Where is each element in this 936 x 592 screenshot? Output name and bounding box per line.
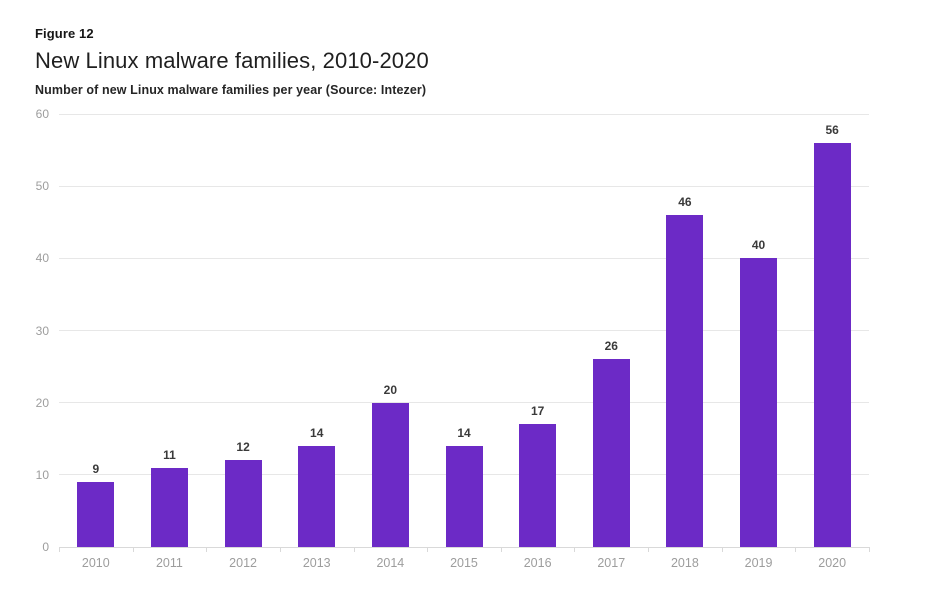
bar-2020 bbox=[813, 142, 851, 547]
y-tick-label-50: 50 bbox=[35, 179, 49, 194]
bar-value-label-2015: 14 bbox=[457, 425, 471, 440]
bar-2015 bbox=[445, 445, 483, 547]
bar-value-label-2020: 56 bbox=[825, 122, 839, 137]
bar-value-label-2018: 46 bbox=[678, 195, 692, 210]
x-tick-label-2015: 2015 bbox=[450, 556, 478, 570]
gridline-0 bbox=[59, 546, 869, 548]
y-tick-label-40: 40 bbox=[35, 251, 49, 266]
y-tick-label-10: 10 bbox=[35, 467, 49, 482]
x-tick-label-2013: 2013 bbox=[302, 556, 331, 570]
bar-2016 bbox=[519, 424, 557, 547]
bar-2010 bbox=[77, 482, 115, 547]
x-axis-tick bbox=[206, 547, 208, 552]
bar-2018 bbox=[666, 215, 704, 547]
x-axis-tick bbox=[500, 547, 502, 552]
x-tick-label-2018: 2018 bbox=[670, 556, 699, 570]
y-tick-label-20: 20 bbox=[35, 395, 49, 410]
x-axis-tick bbox=[59, 547, 60, 552]
bar-2013 bbox=[298, 445, 336, 547]
x-axis-tick bbox=[279, 547, 281, 552]
y-tick-label-30: 30 bbox=[35, 323, 49, 338]
x-tick-label-2014: 2014 bbox=[376, 556, 405, 570]
x-tick-label-2010: 2010 bbox=[81, 556, 110, 570]
x-tick-label-2019: 2019 bbox=[744, 556, 773, 570]
x-axis-tick bbox=[721, 547, 723, 552]
x-axis-tick bbox=[869, 547, 870, 552]
bar-value-label-2012: 12 bbox=[236, 440, 250, 455]
x-tick-label-2012: 2012 bbox=[229, 556, 257, 570]
bar-value-label-2016: 17 bbox=[530, 404, 545, 419]
x-axis-tick bbox=[648, 547, 650, 552]
x-tick-label-2020: 2020 bbox=[818, 556, 847, 570]
figure-label: Figure 12 bbox=[35, 26, 94, 41]
gridline-30 bbox=[59, 330, 869, 331]
bar-2019 bbox=[740, 258, 778, 547]
gridline-20 bbox=[59, 402, 869, 404]
x-tick-label-2017: 2017 bbox=[597, 556, 626, 570]
x-axis-tick bbox=[427, 547, 429, 552]
bar-value-label-2017: 26 bbox=[604, 339, 618, 354]
x-tick-label-2016: 2016 bbox=[523, 556, 552, 570]
bar-value-label-2011: 11 bbox=[163, 447, 176, 462]
bar-2012 bbox=[224, 460, 262, 547]
bar-2011 bbox=[150, 467, 188, 547]
x-axis-tick bbox=[574, 547, 576, 552]
bar-value-label-2019: 40 bbox=[751, 238, 766, 253]
bar-2017 bbox=[592, 359, 630, 547]
bar-value-label-2014: 20 bbox=[383, 382, 398, 397]
bar-2014 bbox=[371, 402, 409, 547]
x-axis-tick bbox=[353, 547, 355, 552]
x-axis-tick bbox=[795, 547, 797, 552]
gridline-40 bbox=[59, 257, 869, 259]
chart-title: New Linux malware families, 2010-2020 bbox=[35, 48, 429, 73]
chart-header: Figure 12 New Linux malware families, 20… bbox=[35, 26, 429, 97]
y-tick-label-60: 60 bbox=[35, 107, 49, 121]
gridline-50 bbox=[59, 185, 869, 187]
bar-value-label-2013: 14 bbox=[310, 425, 324, 440]
x-axis-tick bbox=[132, 547, 134, 552]
chart-subtitle: Number of new Linux malware families per… bbox=[35, 83, 427, 97]
gridline-60 bbox=[59, 113, 869, 115]
x-tick-label-2011: 2011 bbox=[155, 556, 183, 570]
bar-value-label-2010: 9 bbox=[92, 462, 100, 477]
y-tick-label-0: 0 bbox=[42, 540, 49, 554]
